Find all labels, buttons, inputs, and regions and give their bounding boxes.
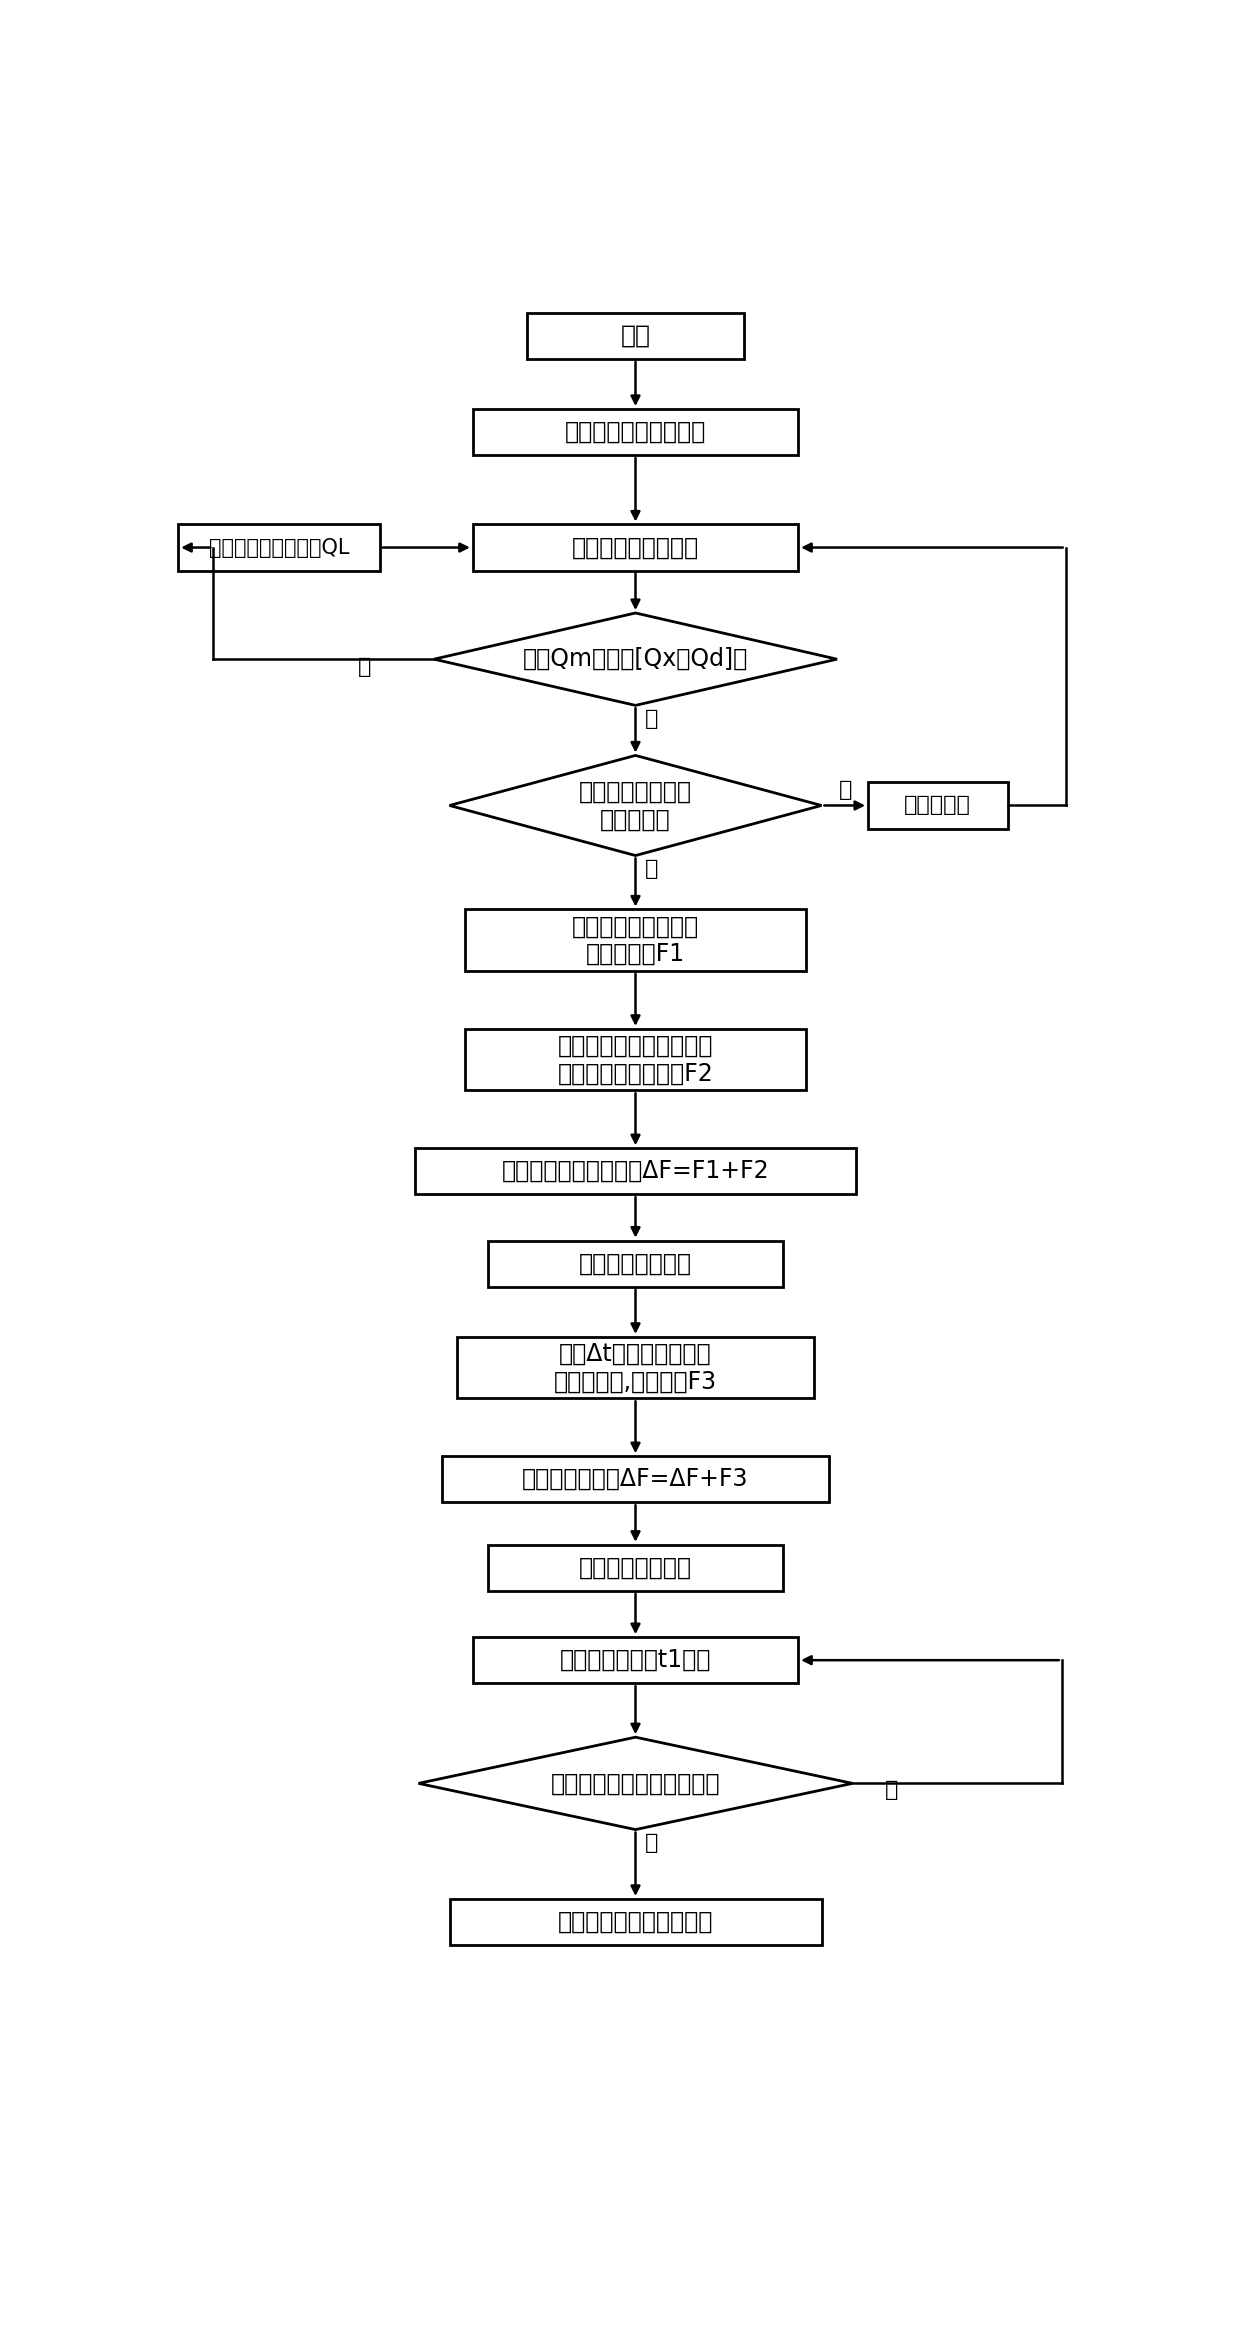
Text: 调整稳定后等待t1时间: 调整稳定后等待t1时间 bbox=[559, 1649, 712, 1672]
Text: 是: 是 bbox=[357, 658, 371, 677]
Polygon shape bbox=[449, 756, 821, 855]
Text: 否: 否 bbox=[645, 860, 658, 879]
Text: 从主机获取流量目标QL: 从主机获取流量目标QL bbox=[208, 538, 350, 557]
Text: 计算流量偏差与转速
初始调整量F1: 计算流量偏差与转速 初始调整量F1 bbox=[572, 914, 699, 965]
Text: 结束本次调整，继续监视: 结束本次调整，继续监视 bbox=[558, 1910, 713, 1933]
Polygon shape bbox=[434, 613, 837, 705]
Text: 驱动电机补偿调整: 驱动电机补偿调整 bbox=[579, 1555, 692, 1581]
Text: 是: 是 bbox=[838, 780, 852, 801]
Bar bbox=[465, 1029, 806, 1090]
Bar bbox=[868, 782, 1007, 829]
Text: 计算补偿驱动值ΔF=ΔF+F3: 计算补偿驱动值ΔF=ΔF+F3 bbox=[522, 1468, 749, 1492]
Text: 是: 是 bbox=[645, 1835, 658, 1853]
Bar bbox=[414, 1149, 857, 1193]
Bar bbox=[465, 909, 806, 970]
Bar bbox=[489, 1240, 782, 1287]
Polygon shape bbox=[419, 1738, 853, 1830]
Text: 获取当前流量、转速: 获取当前流量、转速 bbox=[572, 536, 699, 559]
Text: 当前挡位或者转速
是否为极值: 当前挡位或者转速 是否为极值 bbox=[579, 780, 692, 832]
Text: 否: 否 bbox=[885, 1781, 899, 1799]
Bar bbox=[472, 409, 799, 456]
Bar bbox=[472, 1637, 799, 1684]
Text: 默认转速或者挡位运行: 默认转速或者挡位运行 bbox=[565, 420, 706, 444]
Text: 估算转速变化导致的烟道
阻力变化偏差调整量F2: 估算转速变化导致的烟道 阻力变化偏差调整量F2 bbox=[558, 1034, 713, 1085]
Bar bbox=[472, 524, 799, 571]
Bar bbox=[441, 1456, 830, 1503]
Text: 判断Qm是否在[Qx，Qd]内: 判断Qm是否在[Qx，Qd]内 bbox=[523, 648, 748, 672]
Bar bbox=[489, 1546, 782, 1590]
Text: 开机: 开机 bbox=[620, 324, 651, 348]
Bar bbox=[527, 312, 744, 359]
Text: 判断是否调整至目标范围内: 判断是否调整至目标范围内 bbox=[551, 1771, 720, 1795]
Text: 发送给主机: 发送给主机 bbox=[904, 796, 971, 815]
Bar bbox=[179, 524, 379, 571]
Text: 根据Δt时间调整过程中
流量变化率,估算补偿F3: 根据Δt时间调整过程中 流量变化率,估算补偿F3 bbox=[554, 1341, 717, 1393]
Text: 否: 否 bbox=[645, 709, 658, 728]
Bar bbox=[458, 1337, 813, 1398]
Text: 驱动电机初步调整: 驱动电机初步调整 bbox=[579, 1252, 692, 1276]
Text: 计算第一步调整驱动值ΔF=F1+F2: 计算第一步调整驱动值ΔF=F1+F2 bbox=[502, 1158, 769, 1184]
Bar bbox=[449, 1898, 821, 1945]
